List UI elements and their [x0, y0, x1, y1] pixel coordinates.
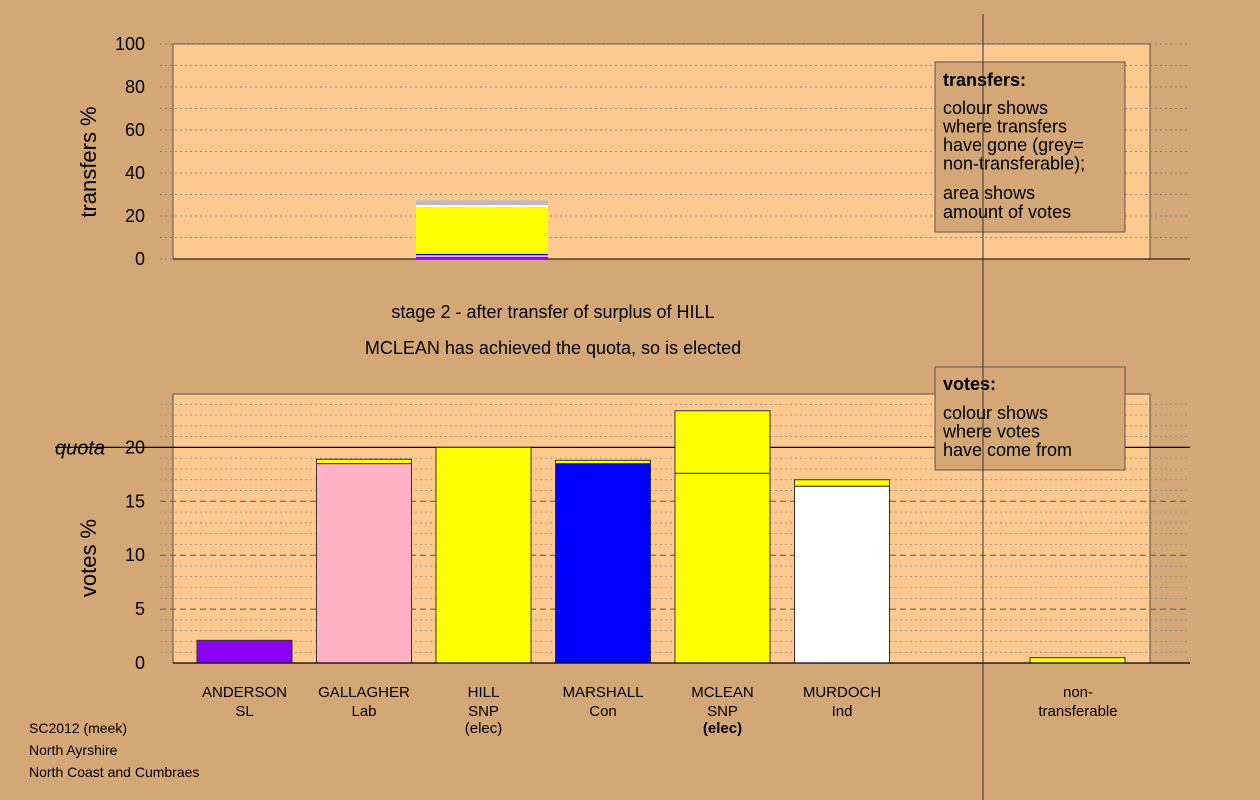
candidate-party-label: SL	[235, 703, 253, 720]
votes-axis-label: votes %	[76, 519, 101, 597]
transfer-segment-lab	[416, 255, 548, 257]
transfers-tick-label: 0	[135, 249, 145, 269]
transfer-segment-ind	[416, 205, 548, 207]
candidate-party-label: Con	[589, 703, 617, 720]
transfer-segment-snp	[416, 206, 548, 254]
candidate-party-label: Lab	[351, 703, 376, 720]
transfers-tick-label: 40	[125, 163, 145, 183]
transfers-chart: 0 20 40 60 80 100 transfers % transfers: colour …	[76, 34, 1190, 269]
transfer-segment-con	[416, 253, 548, 256]
transfers-legend-line: where transfers	[942, 117, 1067, 137]
footer-line-3: North Coast and Cumbraes	[29, 764, 200, 780]
vote-bar-gallagher	[316, 463, 412, 664]
candidate-name-label: MARSHALL	[563, 684, 644, 701]
candidate-party-label: Ind	[832, 703, 853, 720]
transfers-legend-title: transfers:	[943, 70, 1026, 90]
candidate-party-label: SNP	[468, 703, 499, 720]
vote-bar-hill	[435, 446, 532, 664]
footer-line-1: SC2012 (meek)	[29, 720, 128, 736]
non-transferable-label: transferable	[1038, 703, 1117, 720]
vote-bar-murdoch	[794, 485, 890, 664]
votes-tick-label: 5	[135, 599, 145, 619]
transfers-tick-label: 60	[125, 120, 145, 140]
votes-chart: quota 0 5 10 15 20 votes % ANDERSON SL GALLAGHER L…	[55, 366, 1190, 737]
votes-legend-title: votes:	[943, 374, 996, 394]
quota-label: quota	[55, 437, 105, 459]
candidate-name-label: GALLAGHER	[318, 684, 410, 701]
votes-tick-label: 10	[125, 545, 145, 565]
stage-title: stage 2 - after transfer of surplus of H…	[391, 302, 714, 322]
footer-line-2: North Ayrshire	[29, 742, 118, 758]
votes-legend-line: have come from	[943, 440, 1072, 460]
status-title: MCLEAN has achieved the quota, so is ele…	[365, 338, 741, 358]
candidate-name-label: ANDERSON	[202, 684, 287, 701]
votes-tick-label: 15	[125, 491, 145, 511]
candidate-name-label: MURDOCH	[803, 684, 881, 701]
votes-legend-line: colour shows	[943, 403, 1048, 423]
vote-bar-marshall	[555, 459, 651, 465]
vote-bar-mclean	[674, 472, 771, 664]
candidate-name-label: HILL	[468, 684, 500, 701]
votes-tick-label: 20	[125, 437, 145, 457]
candidate-name-label: MCLEAN	[691, 684, 754, 701]
non-transferable-bar	[1029, 657, 1126, 664]
vote-bar-marshall	[555, 463, 651, 664]
transfers-legend-line: colour shows	[943, 98, 1048, 118]
candidate-party-label: SNP	[707, 703, 738, 720]
transfers-legend-line: amount of votes	[943, 202, 1071, 222]
votes-tick-label: 0	[135, 653, 145, 673]
transfers-axis-label: transfers %	[76, 106, 101, 217]
transfers-tick-label: 20	[125, 206, 145, 226]
votes-legend-box	[934, 366, 1126, 471]
transfers-legend-line: area shows	[943, 183, 1035, 203]
votes-legend-line: where votes	[942, 422, 1040, 442]
transfer-segment-sl	[416, 256, 548, 259]
non-transferable-label: non-	[1063, 684, 1093, 701]
vote-bar-gallagher	[316, 458, 412, 465]
transfers-tick-label: 100	[115, 34, 145, 54]
candidate-elected-label: (elec)	[465, 720, 503, 737]
vote-bar-murdoch	[794, 479, 890, 487]
vote-bar-anderson	[196, 639, 293, 664]
vote-bar-mclean	[674, 410, 771, 474]
transfers-legend-box	[934, 61, 1126, 233]
candidate-elected-label: (elec)	[703, 720, 742, 737]
transfers-legend-line: have gone (grey=	[943, 135, 1084, 155]
transfer-segment-non_transferable	[416, 200, 548, 206]
transfers-legend-line: non-transferable);	[943, 154, 1085, 174]
transfers-tick-label: 80	[125, 77, 145, 97]
